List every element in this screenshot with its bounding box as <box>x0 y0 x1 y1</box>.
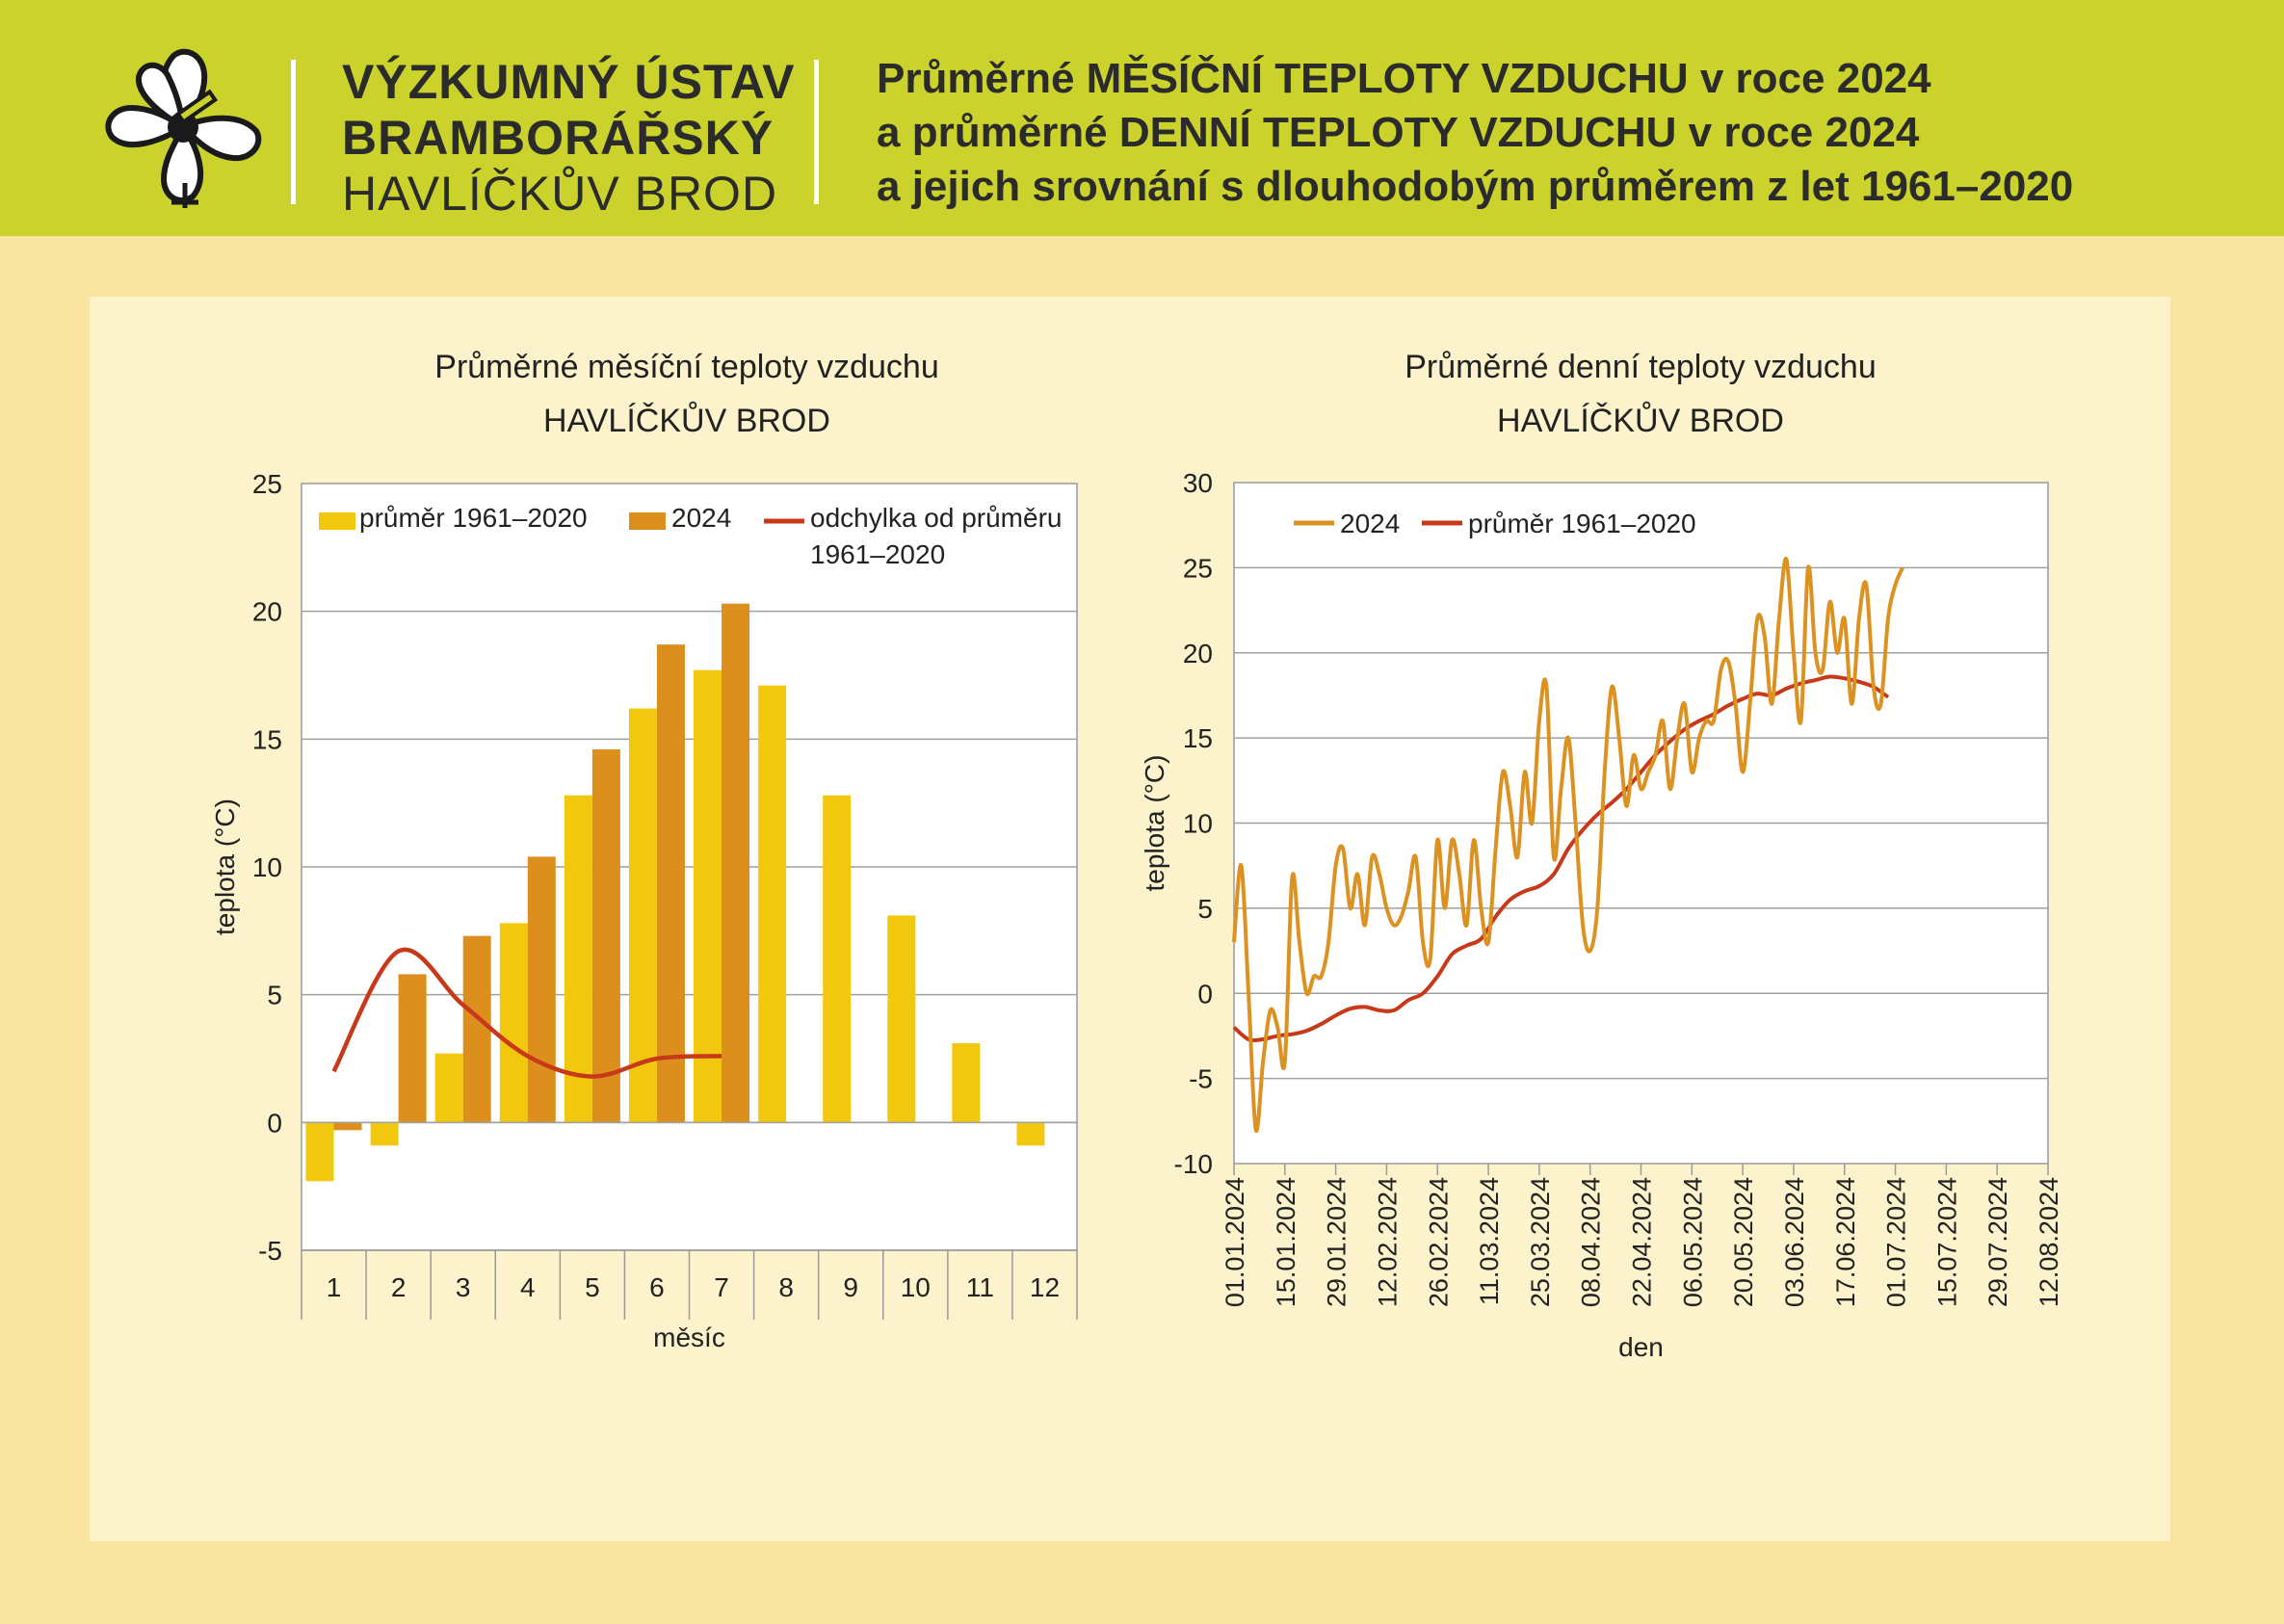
chart-title: Průměrné měsíční teploty vzduchu <box>434 349 938 385</box>
y-tick-label: 5 <box>1197 894 1213 924</box>
x-tick-label: 29.07.2024 <box>1983 1177 2012 1307</box>
y-tick-label: -5 <box>1189 1064 1213 1094</box>
x-tick-label: 22.04.2024 <box>1628 1177 1657 1307</box>
y-tick-label: 10 <box>1183 809 1213 839</box>
x-tick-label: 11.03.2024 <box>1475 1177 1504 1305</box>
bar-2024 <box>333 1122 362 1131</box>
y-axis-label: teplota (°C) <box>210 799 240 935</box>
charts-panel: Průměrné měsíční teploty vzduchu HAVLÍČKŮ… <box>90 297 2170 1541</box>
x-tick-label: 11 <box>966 1272 994 1302</box>
legend-label-deviation-line: 1961–2020 <box>810 539 945 569</box>
y-axis-label: teplota (°C) <box>1140 755 1169 892</box>
title-line-3: a jejich srovnání s dlouhodobým průměrem… <box>877 163 2074 210</box>
bar-2024 <box>591 748 620 1123</box>
x-tick-label: 6 <box>649 1272 665 1302</box>
deviation-line <box>331 947 722 1079</box>
chart-subtitle: HAVLÍČKŮV BROD <box>1497 402 1784 439</box>
monthly-temperature-chart: Průměrné měsíční teploty vzduchu HAVLÍČKŮ… <box>210 349 1078 1352</box>
bar-2024 <box>722 603 750 1123</box>
bar-avg <box>887 915 916 1123</box>
y-tick-label: 30 <box>1183 468 1213 498</box>
x-tick-label: 20.05.2024 <box>1729 1177 1758 1307</box>
bar-avg <box>564 795 592 1123</box>
x-tick-label: 06.05.2024 <box>1678 1177 1707 1307</box>
bar-avg <box>370 1122 399 1146</box>
bar-2024 <box>656 644 685 1123</box>
y-tick-label: 20 <box>1183 639 1213 668</box>
title-line-2: a průměrné DENNÍ TEPLOTY VZDUCHU v roce … <box>877 109 1920 156</box>
bar-avg <box>1016 1122 1045 1146</box>
x-tick-label: 7 <box>714 1272 729 1302</box>
bar-2024 <box>527 856 556 1123</box>
y-tick-label: 15 <box>252 724 282 754</box>
legend-label-deviation: odchylka od průměru 1961–2020 <box>810 503 1062 569</box>
legend-label-avg: průměr 1961–2020 <box>359 503 588 533</box>
series-line-2024 <box>1232 557 1904 1134</box>
x-tick-label: 12 <box>1030 1272 1060 1302</box>
x-tick-label: 9 <box>843 1272 858 1302</box>
x-axis-label: měsíc <box>653 1323 725 1352</box>
org-line-3: HAVLÍČKŮV BROD <box>342 167 778 221</box>
bar-avg <box>628 708 657 1123</box>
x-tick-label: 2 <box>391 1272 407 1302</box>
bar-avg <box>499 923 528 1123</box>
x-tick-label: 8 <box>778 1272 794 1302</box>
y-tick-label: -10 <box>1174 1149 1213 1179</box>
x-axis-label: den <box>1618 1332 1664 1362</box>
chart-subtitle: HAVLÍČKŮV BROD <box>543 402 830 439</box>
x-tick-label: 4 <box>520 1272 536 1302</box>
legend-swatch-avg <box>319 512 355 530</box>
x-tick-label: 1 <box>327 1272 342 1302</box>
y-tick-label: 0 <box>1197 979 1213 1008</box>
legend-label-2024: 2024 <box>671 503 731 533</box>
x-tick-label: 15.01.2024 <box>1272 1177 1300 1307</box>
bar-avg <box>823 795 852 1123</box>
y-tick-label: 5 <box>267 981 282 1010</box>
x-tick-label: 01.01.2024 <box>1221 1177 1249 1307</box>
y-tick-label: 10 <box>252 852 282 882</box>
org-line-2: BRAMBORÁŘSKÝ <box>342 111 774 165</box>
y-tick-label: 20 <box>252 597 282 627</box>
header-divider <box>814 60 819 204</box>
org-name: VÝZKUMNÝ ÚSTAV BRAMBORÁŘSKÝ HAVLÍČKŮV BR… <box>342 54 796 222</box>
org-line-1: VÝZKUMNÝ ÚSTAV <box>342 55 796 109</box>
chart-title: Průměrné denní teploty vzduchu <box>1405 349 1877 385</box>
x-tick-label: 25.03.2024 <box>1526 1177 1555 1307</box>
bar-2024 <box>462 935 491 1123</box>
legend-label-2024: 2024 <box>1340 509 1400 538</box>
y-tick-label: 0 <box>267 1108 282 1138</box>
x-tick-label: 3 <box>456 1272 471 1302</box>
bar-avg <box>305 1122 334 1182</box>
bar-avg <box>952 1043 981 1123</box>
daily-temperature-chart: Průměrné denní teploty vzduchu HAVLÍČKŮV … <box>1140 349 2063 1362</box>
header-divider <box>291 60 296 204</box>
header-banner: VÝZKUMNÝ ÚSTAV BRAMBORÁŘSKÝ HAVLÍČKŮV BR… <box>0 0 2284 236</box>
x-tick-label: 01.07.2024 <box>1882 1177 1911 1307</box>
y-tick-label: 15 <box>1183 723 1213 753</box>
x-tick-label: 08.04.2024 <box>1577 1177 1606 1307</box>
page-title: Průměrné MĚSÍČNÍ TEPLOTY VZDUCHU v roce … <box>877 52 2073 214</box>
legend-swatch-2024 <box>629 512 666 530</box>
flower-logo-icon <box>105 48 262 208</box>
y-tick-label: -5 <box>258 1236 282 1266</box>
bar-2024 <box>398 974 427 1123</box>
legend-label-deviation-line: odchylka od průměru <box>810 503 1062 533</box>
bar-avg <box>434 1053 463 1123</box>
x-tick-label: 15.07.2024 <box>1932 1177 1961 1307</box>
x-tick-label: 5 <box>585 1272 600 1302</box>
bar-avg <box>694 669 722 1123</box>
x-tick-label: 12.02.2024 <box>1373 1177 1402 1307</box>
y-tick-label: 25 <box>252 469 282 499</box>
x-tick-label: 26.02.2024 <box>1424 1177 1453 1307</box>
title-line-1: Průměrné MĚSÍČNÍ TEPLOTY VZDUCHU v roce … <box>877 55 1931 102</box>
x-tick-label: 03.06.2024 <box>1780 1177 1809 1307</box>
x-tick-label: 10 <box>901 1272 931 1302</box>
x-tick-label: 29.01.2024 <box>1323 1177 1352 1307</box>
x-tick-label: 17.06.2024 <box>1831 1177 1860 1307</box>
legend-label-avg: průměr 1961–2020 <box>1468 509 1696 538</box>
x-tick-label: 12.08.2024 <box>2035 1177 2063 1307</box>
series-line-avg <box>1232 674 1890 1043</box>
y-tick-label: 25 <box>1183 553 1213 583</box>
bar-avg <box>758 685 787 1123</box>
